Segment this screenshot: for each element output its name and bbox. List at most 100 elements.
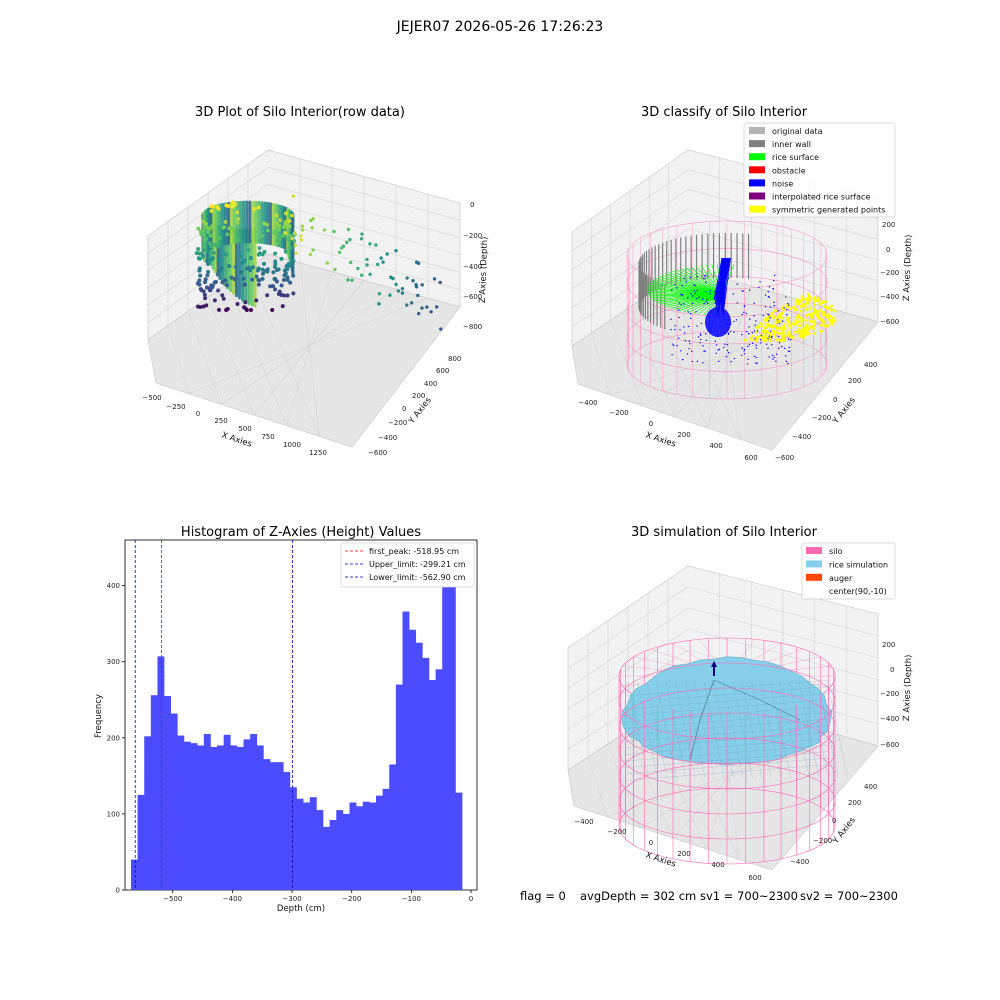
classify-symmetric-point (789, 307, 793, 311)
pane-gridline (591, 332, 611, 396)
sim-auger-arrow (711, 661, 717, 667)
sim-silo-ring (618, 787, 836, 865)
classify-x-tick: 0 (649, 420, 653, 428)
classify-noise-point (683, 303, 685, 305)
classify-symmetric-point (779, 312, 783, 316)
classify-symmetric-point (800, 295, 804, 299)
histogram-bar (362, 801, 370, 890)
histogram-bar (157, 656, 165, 890)
raw-point (217, 235, 222, 240)
classify-symmetric-point (812, 296, 816, 300)
classify-symmetric-point (819, 323, 823, 327)
classify-symmetric-point (798, 334, 802, 338)
classify-noise-point (753, 330, 756, 332)
raw-point (206, 261, 211, 266)
classify-noise-point (684, 339, 687, 342)
classify-symmetric-point (806, 292, 810, 296)
raw-point (254, 298, 259, 303)
sim-surface-meshline (722, 681, 744, 779)
sim-x-tick: 600 (748, 874, 761, 882)
classify-noise-point (768, 335, 770, 337)
sim-z-tick: 200 (882, 641, 895, 649)
classify-noise-point (727, 277, 730, 279)
histogram-bar (356, 806, 364, 890)
histogram-legend-label: first_peak: -518.95 cm (369, 547, 459, 556)
classify-noise-point (726, 344, 729, 346)
classify-symmetric-point (810, 316, 814, 320)
sim-z-tick: −400 (880, 715, 899, 723)
pane-gridline (299, 262, 320, 437)
raw-point (260, 271, 265, 276)
classify-symmetric-point (768, 332, 772, 336)
classify-noise-point (764, 305, 767, 308)
classify-symmetric-point (766, 323, 770, 327)
raw-point (289, 213, 294, 218)
classify-symmetric-point (804, 330, 808, 334)
raw-point (256, 282, 261, 287)
classify-symmetric-point (803, 327, 807, 331)
raw-point (268, 284, 273, 289)
classify-noise-point (759, 338, 762, 341)
classify-symmetric-point (779, 319, 783, 323)
raw-point (248, 308, 253, 312)
sim-surface-meshline (624, 744, 831, 762)
raw-point (359, 273, 364, 277)
sim-surface-meshline (713, 681, 734, 779)
classify-symmetric-point (788, 326, 792, 330)
sim-z-ticks: 200 0 −200 −400 −600 (880, 641, 899, 749)
sim-surface-meshline (624, 725, 831, 742)
classify-symmetric-point (833, 309, 837, 313)
classify-noise-point (692, 295, 694, 297)
classify-noise-point (764, 294, 767, 296)
classify-noise-point (741, 347, 743, 349)
raw-z-label: Z Axies (Depth) (478, 236, 490, 303)
classify-noise-point (773, 274, 776, 276)
classify-noise-point (686, 353, 689, 355)
classify-noise-point (705, 333, 707, 335)
histogram-bar (409, 629, 417, 890)
classify-noise-point (784, 355, 787, 357)
classify-symmetric-point (796, 315, 800, 319)
classify-noise-point (687, 297, 689, 299)
classify-noise-point (743, 311, 745, 313)
raw-point (282, 225, 287, 230)
raw-point (368, 272, 372, 276)
classify-rice-surface-line (668, 271, 723, 296)
classify-symmetric-point (831, 316, 835, 320)
classify-noise-point (705, 291, 707, 293)
classify-symmetric-point (826, 313, 830, 317)
histogram-bars (130, 583, 463, 890)
classify-noise-point (756, 362, 758, 364)
raw-x-tick: 0 (196, 410, 200, 418)
raw-point (275, 238, 280, 243)
raw-point (257, 238, 262, 243)
classify-x-tick: −200 (609, 409, 628, 417)
classify-symmetric-point (824, 305, 828, 309)
raw-point (281, 278, 286, 283)
raw-point (196, 256, 201, 261)
histogram-bar (243, 739, 251, 890)
raw-point (224, 283, 229, 288)
histogram-bar (349, 802, 357, 890)
classify-noise-point (718, 287, 721, 289)
classify-noise-point (751, 342, 754, 345)
classify-noise-point (702, 345, 704, 347)
raw-point (223, 219, 228, 224)
histogram-x-ticks: −500 −400 −300 −200 −100 0 (163, 890, 473, 903)
classify-noise-point (755, 320, 757, 322)
raw-point (209, 209, 214, 214)
raw-point (291, 273, 296, 278)
sim-y-ticks: −400 −200 0 200 400 (790, 783, 877, 866)
raw-point (325, 261, 329, 265)
raw-point (277, 289, 282, 294)
classify-noise-point (680, 293, 682, 295)
classify-symmetric-point (787, 333, 791, 337)
classify-noise-point (709, 290, 712, 292)
raw-point (379, 256, 383, 260)
raw-point (274, 221, 279, 226)
raw-point (260, 252, 265, 257)
classify-symmetric-point (778, 339, 782, 343)
classify-noise-point (687, 325, 690, 328)
classify-x-tick: 600 (744, 454, 757, 462)
classify-noise-point (706, 298, 708, 301)
